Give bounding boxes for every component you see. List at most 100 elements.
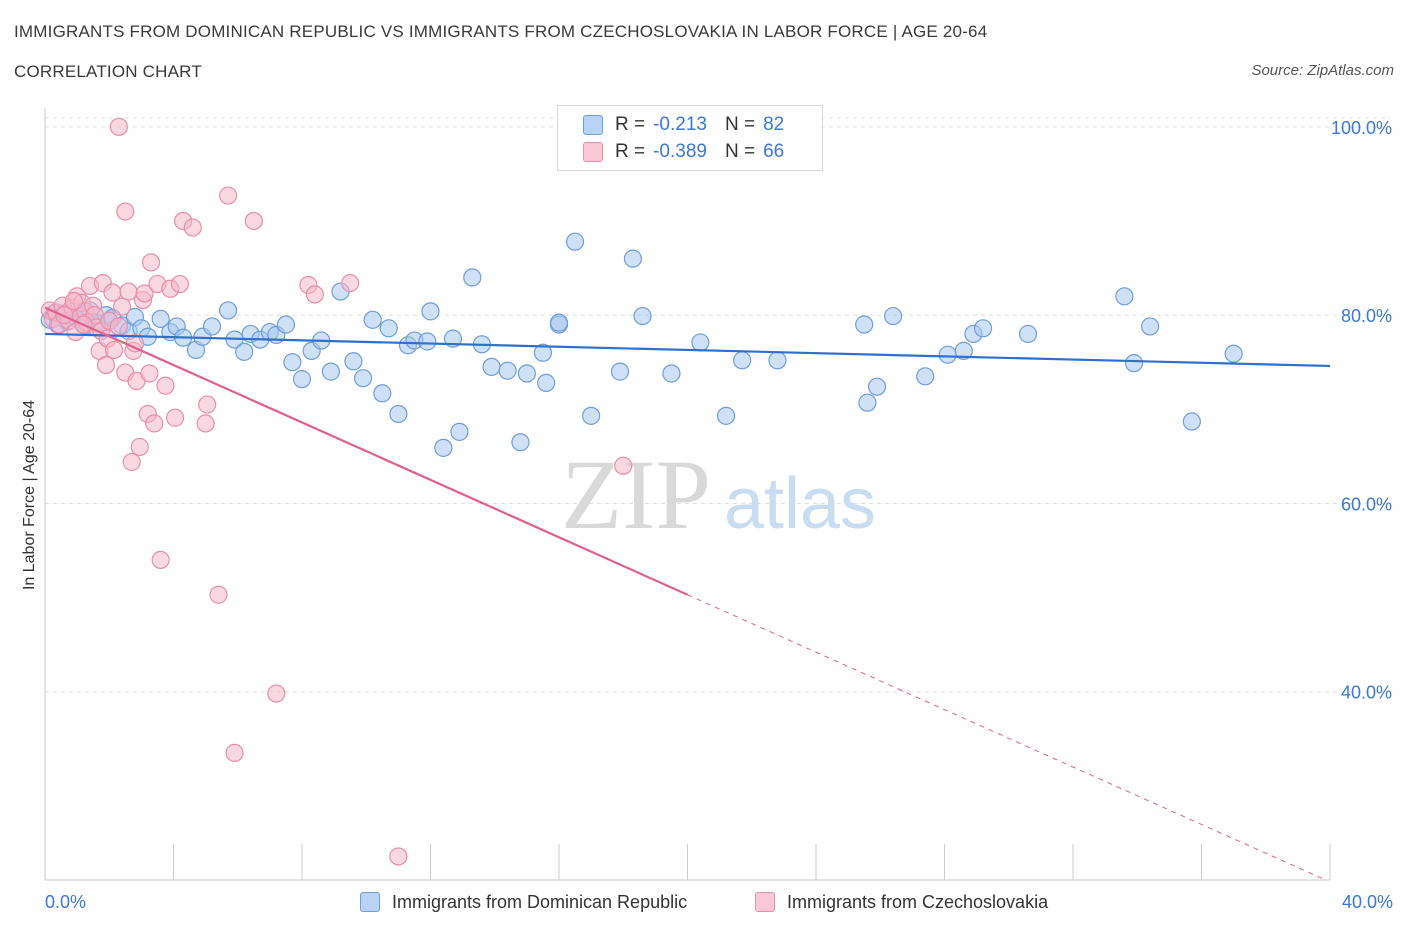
y-tick-label: 40.0% [1341, 683, 1392, 703]
point-czechoslovakia [198, 395, 217, 414]
point-czechoslovakia [116, 202, 135, 221]
point-dominican [292, 370, 312, 389]
point-dominican [379, 319, 398, 338]
r-label: R = [615, 141, 646, 162]
legend-item-czechoslovakia: Immigrants from Czechoslovakia [755, 890, 1048, 914]
point-dominican [517, 364, 536, 383]
n-value: 66 [763, 141, 785, 162]
point-czechoslovakia [219, 186, 238, 205]
legend-item-dominican: Immigrants from Dominican Republic [360, 890, 687, 914]
legend-row-czechoslovakia: R = -0.389 N = 66 [583, 141, 784, 163]
trend-line-czechoslovakia-extension [687, 594, 1326, 881]
point-czechoslovakia [122, 452, 141, 472]
point-dominican [434, 438, 453, 457]
point-czechoslovakia [64, 291, 84, 311]
point-dominican [344, 352, 363, 371]
correlation-legend: R = -0.213 N = 82 R = -0.389 N = 66 [557, 105, 823, 171]
point-dominican [549, 313, 569, 332]
point-czechoslovakia [170, 274, 190, 294]
point-dominican [151, 309, 170, 328]
x-tick-label: 40.0% [1342, 892, 1393, 912]
point-dominican [855, 315, 874, 334]
point-dominican [954, 341, 973, 360]
point-dominican [691, 333, 710, 352]
point-dominican [1224, 344, 1243, 363]
n-label: N = [724, 141, 756, 162]
point-czechoslovakia [267, 684, 286, 703]
axes [44, 108, 1331, 881]
legend-label: Immigrants from Czechoslovakia [787, 891, 1049, 912]
point-czechoslovakia [145, 414, 164, 433]
point-dominican [716, 406, 736, 425]
point-dominican [511, 433, 530, 452]
point-dominican [321, 362, 341, 381]
point-dominican [582, 406, 601, 425]
point-dominican [1182, 412, 1201, 431]
point-dominican [373, 384, 392, 403]
point-dominican [219, 301, 238, 320]
point-dominican [768, 351, 787, 370]
trend-lines [44, 306, 1331, 881]
y-tick-label: 80.0% [1341, 306, 1392, 326]
point-dominican [498, 361, 517, 380]
point-czechoslovakia [112, 297, 132, 316]
point-dominican [883, 306, 903, 326]
point-dominican [389, 404, 408, 424]
watermark-atlas: atlas [724, 464, 876, 544]
point-dominican [482, 357, 501, 377]
point-dominican [858, 393, 877, 412]
point-czechoslovakia [244, 211, 263, 231]
point-czechoslovakia [140, 364, 159, 383]
point-dominican [662, 364, 681, 383]
point-czechoslovakia [305, 285, 324, 304]
point-dominican [1018, 324, 1038, 344]
point-dominican [733, 351, 752, 370]
point-dominican [363, 310, 382, 329]
point-czechoslovakia [614, 456, 633, 475]
gridlines [45, 117, 1390, 693]
y-tick-label: 60.0% [1341, 494, 1392, 514]
pink-swatch [755, 892, 775, 912]
point-dominican [1115, 287, 1134, 306]
point-czechoslovakia [183, 218, 202, 237]
n-label: N = [724, 114, 756, 135]
point-dominican [421, 302, 440, 321]
point-dominican [202, 317, 222, 336]
point-czechoslovakia [209, 585, 228, 604]
r-value: -0.213 [653, 114, 707, 135]
point-dominican [973, 319, 993, 338]
pink-swatch [583, 142, 603, 162]
point-dominican [537, 373, 556, 393]
point-czechoslovakia [109, 317, 128, 336]
r-value: -0.389 [653, 141, 707, 162]
point-czechoslovakia [96, 355, 116, 375]
point-dominican [633, 306, 652, 326]
point-czechoslovakia [389, 847, 408, 866]
point-czechoslovakia [135, 284, 154, 303]
point-dominican [916, 367, 935, 386]
point-dominican [1124, 354, 1144, 373]
point-dominican [938, 345, 957, 364]
point-czechoslovakia [109, 117, 128, 136]
point-dominican [463, 268, 482, 287]
trend-line-dominican [44, 332, 1331, 368]
blue-swatch [583, 115, 603, 135]
trend-line-czechoslovakia [44, 306, 688, 596]
point-czechoslovakia [166, 408, 185, 427]
point-dominican [283, 353, 302, 372]
point-dominican [623, 249, 642, 268]
x-tick-label: 0.0% [45, 892, 86, 912]
chart-title: IMMIGRANTS FROM DOMINICAN REPUBLIC VS IM… [14, 22, 988, 41]
source-credit: Source: ZipAtlas.com [1251, 62, 1394, 79]
legend-row-dominican: R = -0.213 N = 82 [583, 114, 784, 136]
point-czechoslovakia [141, 253, 161, 272]
point-dominican [418, 332, 437, 351]
point-czechoslovakia [104, 340, 124, 360]
watermark: ZIP atlas [561, 439, 876, 550]
point-czechoslovakia [225, 743, 244, 763]
point-dominican [565, 232, 585, 251]
point-dominican [450, 422, 469, 441]
point-dominican [533, 343, 553, 362]
point-dominican [353, 369, 373, 388]
